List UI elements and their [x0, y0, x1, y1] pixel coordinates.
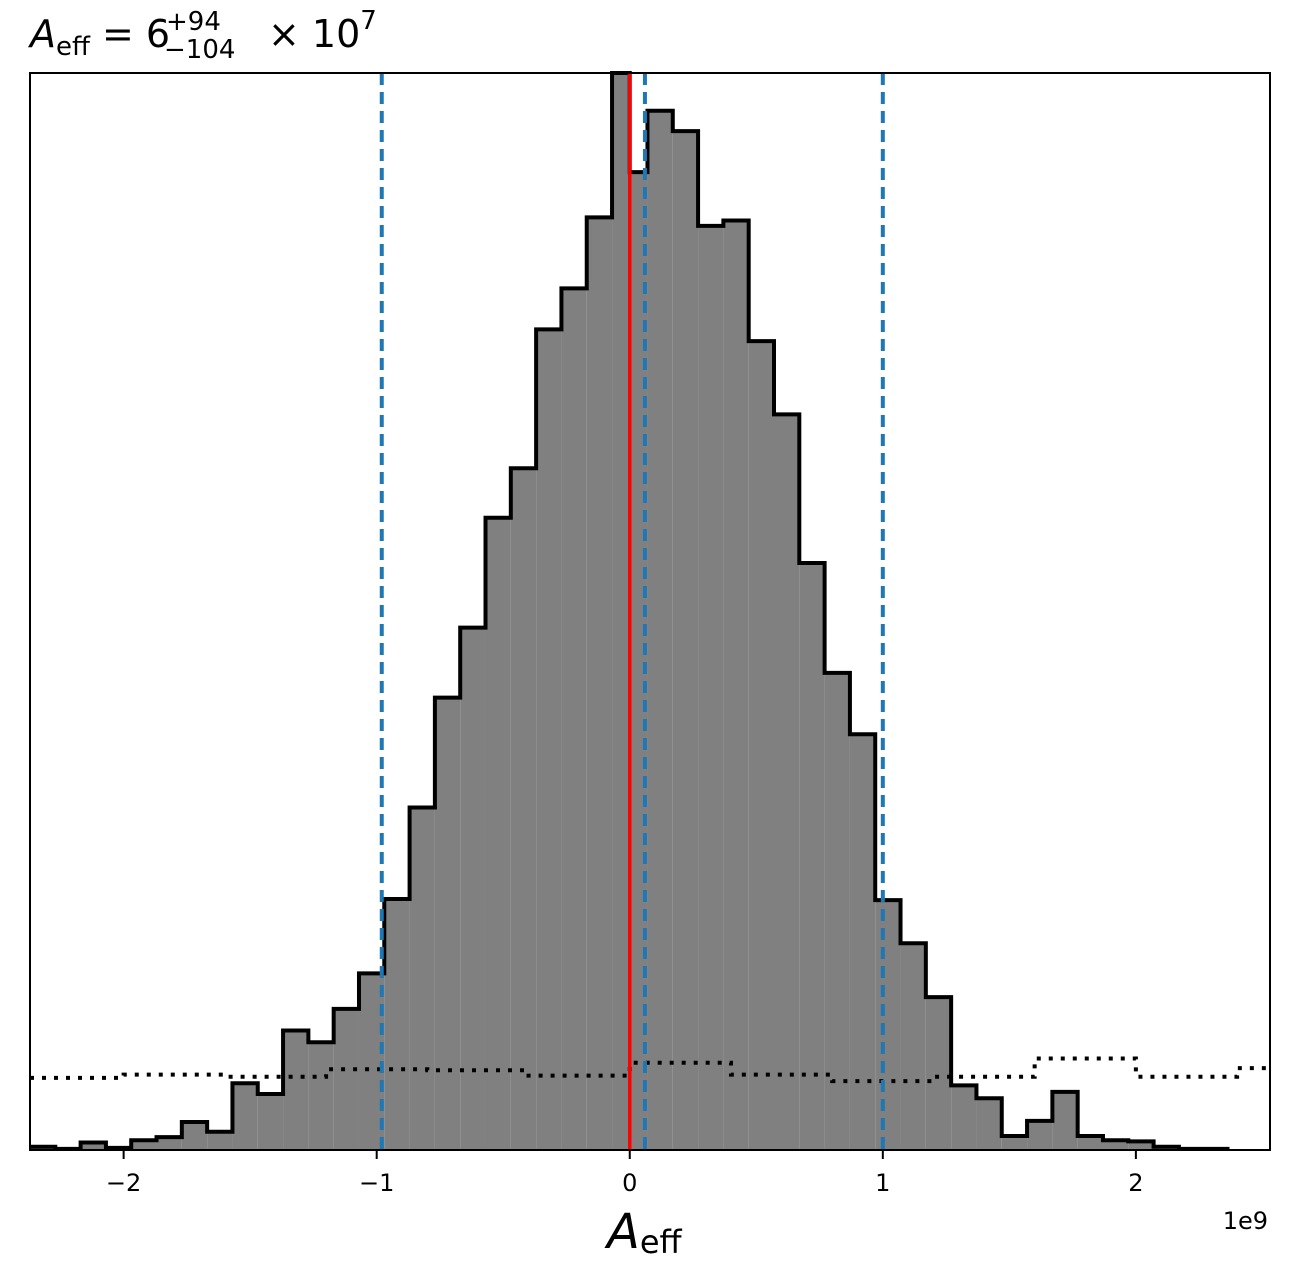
histogram-bar	[510, 468, 537, 1150]
histogram-bar	[1001, 1135, 1028, 1150]
xlabel-symbol: A	[604, 1204, 640, 1260]
histogram-bar	[824, 672, 850, 1150]
histogram-bar	[748, 341, 774, 1151]
histogram-bar	[951, 1085, 977, 1150]
histogram-bar	[900, 943, 926, 1150]
histogram-bar	[257, 1093, 284, 1150]
histogram-bar	[875, 900, 901, 1150]
title-symbol: A	[27, 12, 56, 56]
histogram-bar	[647, 110, 673, 1151]
x-tick-label: 0	[622, 1169, 637, 1197]
histogram-bar	[283, 1030, 309, 1150]
title-symbol-sub: eff	[56, 32, 91, 62]
title-times-base: × 10	[268, 12, 360, 56]
x-tick-label: 2	[1128, 1169, 1143, 1197]
x-tick-label: −2	[106, 1169, 141, 1197]
histogram-bar	[1052, 1091, 1078, 1150]
histogram-bar	[131, 1140, 157, 1150]
title-times: × 107	[268, 6, 377, 56]
posterior-bars	[30, 73, 1230, 1151]
title-plus: +94	[166, 7, 221, 37]
histogram-bar	[434, 697, 461, 1150]
histogram-bar	[925, 997, 952, 1150]
histogram-bar	[1102, 1140, 1129, 1150]
title-minus: −104	[164, 35, 235, 65]
histogram-bar	[698, 225, 724, 1150]
histogram-bar	[629, 172, 648, 1151]
x-offset-text: 1e9	[1223, 1207, 1268, 1235]
histogram-bar	[409, 807, 435, 1150]
title-median: 6	[146, 12, 170, 56]
chart-title: Aeff = 6	[27, 12, 170, 62]
histogram-bar	[156, 1137, 182, 1150]
x-tick-label: 1	[875, 1169, 890, 1197]
histogram-bar	[308, 1042, 334, 1150]
axes-frame	[29, 72, 1271, 1151]
xlabel-sub: eff	[640, 1223, 683, 1261]
histogram-bar	[1077, 1135, 1103, 1150]
histogram-bar	[723, 220, 749, 1150]
histogram-bar	[799, 563, 825, 1150]
histogram-bar	[384, 899, 410, 1150]
histogram-bar	[976, 1098, 1002, 1150]
x-axis-label: Aeff	[604, 1204, 683, 1261]
histogram-bar	[1128, 1141, 1154, 1150]
histogram-bar	[672, 131, 699, 1150]
histogram-bar	[586, 217, 613, 1150]
histogram-bar	[849, 734, 876, 1150]
histogram-bar	[1027, 1120, 1053, 1150]
histogram-bar	[80, 1142, 106, 1150]
histogram-bar	[612, 73, 630, 1150]
x-tick-label: −1	[359, 1169, 394, 1197]
title-equals: =	[90, 12, 146, 56]
histogram-bar	[774, 414, 800, 1150]
histogram-bar	[460, 627, 486, 1150]
x-axis-ticks: −2 −1 0 1 2	[106, 1150, 1144, 1197]
plot-area	[30, 71, 1270, 1151]
histogram-bar	[333, 1008, 359, 1150]
histogram-bar	[181, 1121, 208, 1150]
histogram-bar	[232, 1083, 258, 1150]
histogram-bar	[207, 1131, 233, 1150]
histogram-bar	[561, 288, 587, 1150]
histogram-bar	[485, 517, 511, 1150]
histogram-bar	[536, 329, 562, 1150]
title-exponent: 7	[360, 6, 377, 36]
prior-outline	[30, 1056, 1270, 1084]
